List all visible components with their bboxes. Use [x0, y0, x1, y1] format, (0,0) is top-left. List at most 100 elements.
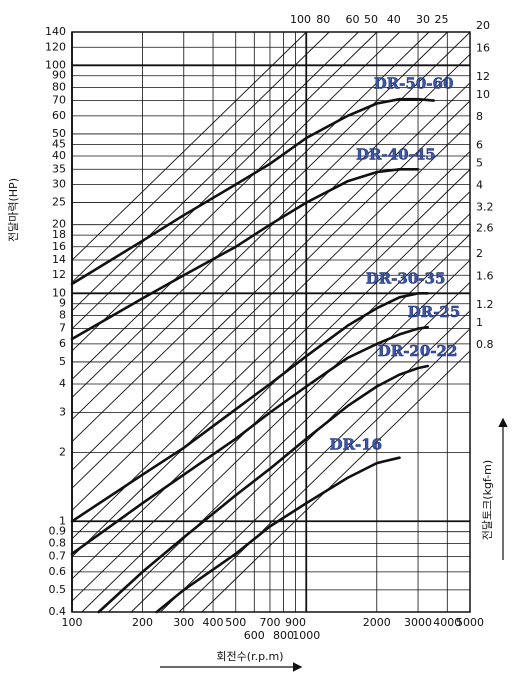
series-label: DR-20-22	[378, 342, 458, 360]
torque-line	[178, 328, 471, 613]
y-tick-label: 1	[59, 514, 66, 527]
y-tick-label: 30	[52, 178, 66, 191]
y-tick-label: 16	[52, 240, 66, 253]
x-tick-label: 2000	[363, 616, 391, 629]
y-tick-label: 7	[59, 322, 66, 335]
curve	[70, 325, 429, 556]
torque-line	[201, 350, 471, 613]
y-tick-label: 40	[52, 149, 66, 162]
y2-tick-label: 10	[476, 88, 490, 101]
y2-tick-label: 8	[476, 110, 483, 123]
torque-line	[130, 281, 471, 613]
y-tick-label: 80	[52, 80, 66, 93]
y-tick-label: 18	[52, 228, 66, 241]
y2-axis-label: 전달토크(kgf-m)	[481, 460, 494, 540]
y-tick-label: 0.7	[49, 550, 67, 563]
x-tick-label: 100	[62, 616, 83, 629]
torque-line	[71, 54, 471, 442]
series-label: DR-25	[408, 303, 461, 321]
x-axis-label: 회전수(r.p.m)	[216, 650, 283, 663]
y-tick-label: 100	[45, 58, 66, 71]
y2-tick-label: 25	[435, 13, 449, 26]
torque-line	[71, 31, 378, 330]
torque-line	[71, 100, 471, 489]
y-tick-label: 8	[59, 308, 66, 321]
y-tick-label: 2	[59, 446, 66, 459]
x-tick-label: 300	[173, 616, 194, 629]
x-tick-label: 600	[244, 629, 265, 642]
y-tick-label: 3	[59, 406, 66, 419]
y-tick-label: 5	[59, 355, 66, 368]
curve	[70, 97, 435, 286]
y2-tick-label: 5	[476, 157, 483, 170]
y-tick-label: 45	[52, 137, 66, 150]
y2-tick-label: 50	[364, 13, 378, 26]
torque-line	[71, 31, 471, 420]
y2-tick-label: 1	[476, 316, 483, 329]
curve	[155, 456, 401, 614]
y-axis-label: 전달마력(HP)	[7, 178, 20, 242]
torque-line	[71, 122, 471, 511]
torque-line	[71, 82, 471, 471]
y-tick-label: 50	[52, 127, 66, 140]
x-tick-label: 700	[259, 616, 280, 629]
y-tick-label: 0.6	[49, 565, 67, 578]
x-tick-label: 400	[203, 616, 224, 629]
y2-tick-label: 60	[345, 13, 359, 26]
y2-tick-label: 2	[476, 247, 483, 260]
y-tick-label: 90	[52, 69, 66, 82]
y2-tick-label: 20	[476, 19, 490, 32]
y2-tick-label: 40	[387, 13, 401, 26]
y2-tick-label: 6	[476, 138, 483, 151]
y2-tick-label: 0.8	[476, 338, 494, 351]
y2-tick-label: 12	[476, 70, 490, 83]
y-tick-label: 10	[52, 286, 66, 299]
series-label: DR-40-45	[356, 145, 436, 163]
y2-tick-label: 100	[290, 13, 311, 26]
torque-line	[71, 31, 448, 398]
y-tick-label: 70	[52, 94, 66, 107]
curve	[70, 168, 420, 341]
x-tick-label: 800	[273, 629, 294, 642]
x-tick-label: 500	[225, 616, 246, 629]
x-tick-label: 900	[285, 616, 306, 629]
y2-tick-label: 3.2	[476, 201, 494, 214]
torque-line	[81, 233, 471, 613]
torque-line	[71, 31, 307, 261]
y-tick-label: 60	[52, 109, 66, 122]
y-tick-label: 14	[52, 253, 66, 266]
curve	[70, 292, 429, 523]
y-tick-label: 4	[59, 377, 66, 390]
y-tick-label: 9	[59, 297, 66, 310]
torque-line	[71, 213, 471, 602]
torque-line	[71, 31, 330, 283]
x-tick-label: 5000	[456, 616, 484, 629]
y-tick-label: 0.8	[49, 536, 67, 549]
torque-line	[71, 31, 401, 352]
y-tick-label: 6	[59, 337, 66, 350]
y2-tick-label: 1.6	[476, 269, 494, 282]
x-tick-label: 3000	[404, 616, 432, 629]
y-tick-label: 0.4	[49, 605, 67, 618]
y-tick-label: 20	[52, 218, 66, 231]
curve	[97, 364, 429, 614]
torque-line	[71, 169, 471, 558]
x-tick-label: 4000	[433, 616, 461, 629]
y-tick-label: 35	[52, 162, 66, 175]
y-tick-label: 140	[45, 25, 66, 38]
y2-tick-label: 30	[416, 13, 430, 26]
y-tick-label: 12	[52, 268, 66, 281]
torque-line	[71, 191, 471, 580]
y-tick-label: 0.5	[49, 583, 67, 596]
series-label: DR-30-35	[366, 269, 446, 287]
torque-line	[108, 259, 471, 613]
torque-line	[71, 151, 471, 540]
torque-line	[71, 31, 359, 312]
y2-tick-label: 1.2	[476, 298, 494, 311]
y-tick-label: 120	[45, 40, 66, 53]
x-tick-label: 1000	[292, 629, 320, 642]
y2-tick-label: 80	[316, 13, 330, 26]
y-tick-label: 25	[52, 196, 66, 209]
series-label: DR-50-60	[374, 75, 454, 93]
